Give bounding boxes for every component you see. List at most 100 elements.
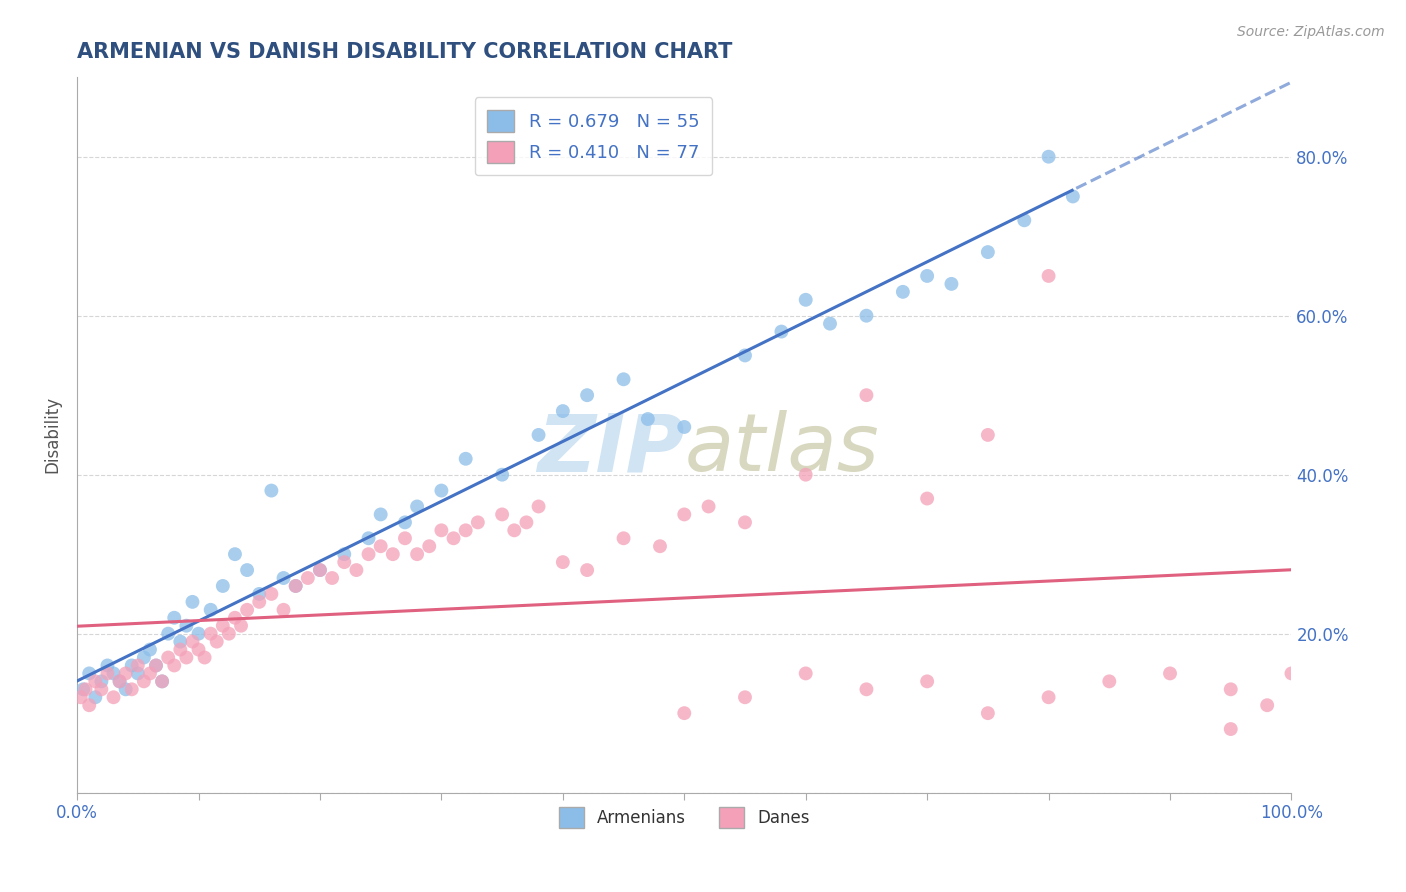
Point bbox=[84, 690, 107, 705]
Point bbox=[139, 642, 162, 657]
Point bbox=[145, 658, 167, 673]
Point bbox=[297, 571, 319, 585]
Point bbox=[150, 674, 173, 689]
Point bbox=[75, 682, 97, 697]
Point bbox=[977, 245, 1000, 260]
Point bbox=[551, 555, 574, 569]
Point bbox=[103, 666, 125, 681]
Point bbox=[163, 658, 186, 673]
Text: atlas: atlas bbox=[685, 410, 879, 488]
Text: ZIP: ZIP bbox=[537, 410, 685, 488]
Point bbox=[108, 674, 131, 689]
Point bbox=[139, 666, 162, 681]
Point bbox=[370, 539, 392, 553]
Point bbox=[273, 571, 295, 585]
Point bbox=[108, 674, 131, 689]
Point bbox=[1281, 666, 1303, 681]
Point bbox=[673, 508, 696, 522]
Point bbox=[96, 658, 118, 673]
Point bbox=[200, 626, 222, 640]
Point bbox=[503, 524, 526, 538]
Point bbox=[176, 650, 198, 665]
Point bbox=[418, 539, 440, 553]
Point bbox=[132, 650, 155, 665]
Point bbox=[181, 634, 204, 648]
Point bbox=[309, 563, 332, 577]
Point bbox=[855, 682, 877, 697]
Point bbox=[394, 531, 416, 545]
Point bbox=[1219, 722, 1241, 736]
Point bbox=[333, 555, 356, 569]
Point bbox=[333, 547, 356, 561]
Point bbox=[236, 563, 259, 577]
Point bbox=[127, 658, 149, 673]
Point bbox=[1038, 268, 1060, 283]
Point bbox=[224, 611, 246, 625]
Point bbox=[467, 516, 489, 530]
Point bbox=[381, 547, 404, 561]
Point bbox=[77, 698, 100, 713]
Point bbox=[454, 524, 477, 538]
Point bbox=[770, 325, 793, 339]
Point bbox=[612, 531, 634, 545]
Point bbox=[121, 658, 143, 673]
Point bbox=[205, 634, 228, 648]
Text: ARMENIAN VS DANISH DISABILITY CORRELATION CHART: ARMENIAN VS DANISH DISABILITY CORRELATIO… bbox=[77, 42, 733, 62]
Point bbox=[344, 563, 367, 577]
Point bbox=[96, 666, 118, 681]
Y-axis label: Disability: Disability bbox=[44, 396, 60, 474]
Point bbox=[260, 483, 283, 498]
Point bbox=[1014, 213, 1036, 227]
Point bbox=[734, 516, 756, 530]
Point bbox=[218, 626, 240, 640]
Point bbox=[284, 579, 307, 593]
Point bbox=[734, 348, 756, 362]
Point bbox=[734, 690, 756, 705]
Point bbox=[127, 666, 149, 681]
Point bbox=[150, 674, 173, 689]
Point bbox=[430, 483, 453, 498]
Point bbox=[515, 516, 537, 530]
Point bbox=[145, 658, 167, 673]
Point bbox=[84, 674, 107, 689]
Legend: Armenians, Danes: Armenians, Danes bbox=[553, 801, 817, 834]
Point bbox=[284, 579, 307, 593]
Point bbox=[211, 618, 233, 632]
Point bbox=[394, 516, 416, 530]
Point bbox=[224, 547, 246, 561]
Point bbox=[1256, 698, 1278, 713]
Point bbox=[69, 690, 91, 705]
Point bbox=[794, 293, 817, 307]
Point bbox=[77, 666, 100, 681]
Point bbox=[114, 682, 136, 697]
Point bbox=[72, 682, 94, 697]
Point bbox=[891, 285, 914, 299]
Point bbox=[187, 626, 209, 640]
Point bbox=[194, 650, 217, 665]
Point bbox=[357, 531, 380, 545]
Point bbox=[247, 587, 270, 601]
Point bbox=[247, 595, 270, 609]
Point bbox=[121, 682, 143, 697]
Point bbox=[915, 268, 938, 283]
Point bbox=[648, 539, 671, 553]
Point bbox=[443, 531, 465, 545]
Point bbox=[915, 491, 938, 506]
Point bbox=[977, 428, 1000, 442]
Point bbox=[406, 547, 429, 561]
Point bbox=[491, 467, 513, 482]
Point bbox=[491, 508, 513, 522]
Point bbox=[1219, 682, 1241, 697]
Point bbox=[697, 500, 720, 514]
Point bbox=[612, 372, 634, 386]
Point bbox=[794, 666, 817, 681]
Point bbox=[1038, 150, 1060, 164]
Point bbox=[90, 682, 112, 697]
Point bbox=[915, 674, 938, 689]
Point bbox=[260, 587, 283, 601]
Point bbox=[551, 404, 574, 418]
Point bbox=[454, 451, 477, 466]
Point bbox=[673, 706, 696, 721]
Point bbox=[673, 420, 696, 434]
Point bbox=[1062, 189, 1084, 203]
